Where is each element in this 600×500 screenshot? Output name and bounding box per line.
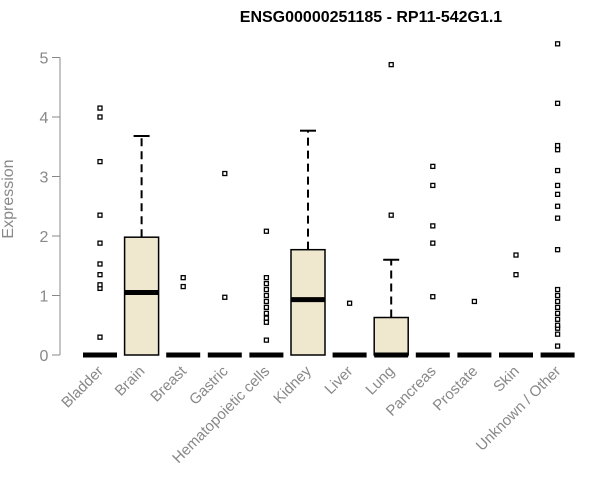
- y-axis-label: Expression: [0, 159, 17, 238]
- outlier-point: [430, 294, 436, 300]
- box-bladder: [83, 105, 117, 358]
- outlier-point: [222, 170, 228, 177]
- box-kidney: [290, 129, 326, 356]
- outlier-point: [180, 274, 186, 281]
- box-lung: [373, 61, 409, 358]
- box-iqr: [290, 248, 326, 356]
- box-iqr: [373, 316, 409, 356]
- outlier-point: [430, 223, 436, 229]
- outlier-point: [97, 261, 103, 267]
- outlier-point: [263, 310, 270, 317]
- y-tick-label: 3: [40, 170, 49, 187]
- x-tick-label: Breast: [147, 362, 190, 405]
- y-tick-label: 5: [40, 51, 49, 68]
- outlier-point: [97, 334, 103, 340]
- chart-title: ENSG00000251185 - RP11-542G1.1: [240, 9, 503, 26]
- x-tick-label: Bladder: [58, 363, 107, 412]
- outlier-point: [430, 240, 436, 246]
- outlier-point: [554, 100, 561, 106]
- outlier-point: [471, 298, 478, 305]
- outlier-point: [554, 191, 561, 198]
- y-tick-label: 1: [40, 289, 49, 306]
- outlier-point: [263, 274, 270, 281]
- outlier-point: [554, 142, 561, 149]
- outlier-point: [97, 105, 103, 111]
- outlier-point: [513, 252, 519, 258]
- outlier-point: [263, 304, 270, 311]
- outlier-point: [554, 203, 561, 209]
- box-pancreas: [415, 163, 450, 358]
- y-tick-label: 0: [40, 348, 49, 365]
- x-tick-label: Kidney: [270, 362, 315, 407]
- plot-area: [83, 41, 575, 358]
- outlier-point: [346, 300, 353, 306]
- outlier-point: [513, 272, 519, 278]
- outlier-point: [97, 272, 103, 278]
- box-brain: [123, 135, 160, 356]
- box-breast: [166, 274, 201, 358]
- outlier-point: [554, 215, 561, 221]
- outlier-point: [263, 286, 270, 293]
- outlier-point: [554, 41, 561, 47]
- outlier-point: [263, 292, 270, 299]
- box-hematopoietic-cells: [249, 228, 284, 358]
- outlier-point: [554, 147, 561, 153]
- outlier-point: [263, 228, 270, 234]
- outlier-point: [263, 298, 270, 305]
- y-tick-label: 4: [40, 110, 49, 127]
- outlier-point: [554, 322, 561, 328]
- box-skin: [499, 252, 533, 358]
- outlier-point: [180, 283, 186, 290]
- outlier-point: [97, 114, 103, 120]
- y-axis: 0 1 2 3 4 5: [40, 51, 61, 365]
- box-liver: [332, 300, 367, 358]
- x-tick-label: Brain: [112, 363, 149, 400]
- box-gastric: [207, 170, 242, 358]
- box-prostate: [457, 298, 492, 358]
- outlier-point: [554, 331, 561, 337]
- outlier-point: [97, 282, 103, 288]
- outlier-point: [554, 310, 561, 317]
- outlier-point: [554, 343, 561, 349]
- outlier-point: [554, 316, 561, 322]
- outlier-point: [97, 212, 103, 218]
- outlier-point: [554, 304, 561, 311]
- y-tick-label: 2: [40, 229, 49, 246]
- x-tick-label: Lung: [362, 363, 398, 399]
- outlier-point: [222, 294, 228, 300]
- outlier-point: [554, 247, 561, 253]
- box-unknown-other: [540, 41, 575, 358]
- outlier-point: [263, 319, 270, 325]
- outlier-point: [388, 212, 394, 218]
- outlier-point: [554, 167, 561, 174]
- box-iqr: [123, 236, 160, 356]
- outlier-point: [263, 280, 270, 287]
- outlier-point: [554, 292, 561, 299]
- outlier-point: [430, 182, 436, 189]
- x-tick-label: Skin: [490, 363, 523, 396]
- outlier-point: [388, 61, 394, 68]
- outlier-point: [554, 298, 561, 305]
- outlier-point: [554, 182, 561, 189]
- outlier-point: [97, 240, 103, 246]
- x-tick-label: Liver: [321, 363, 356, 398]
- x-tick-label: Prostate: [430, 363, 482, 415]
- outlier-point: [263, 337, 270, 343]
- outlier-point: [97, 158, 103, 165]
- outlier-point: [430, 163, 436, 170]
- outlier-point: [554, 286, 561, 293]
- outlier-point: [263, 315, 270, 321]
